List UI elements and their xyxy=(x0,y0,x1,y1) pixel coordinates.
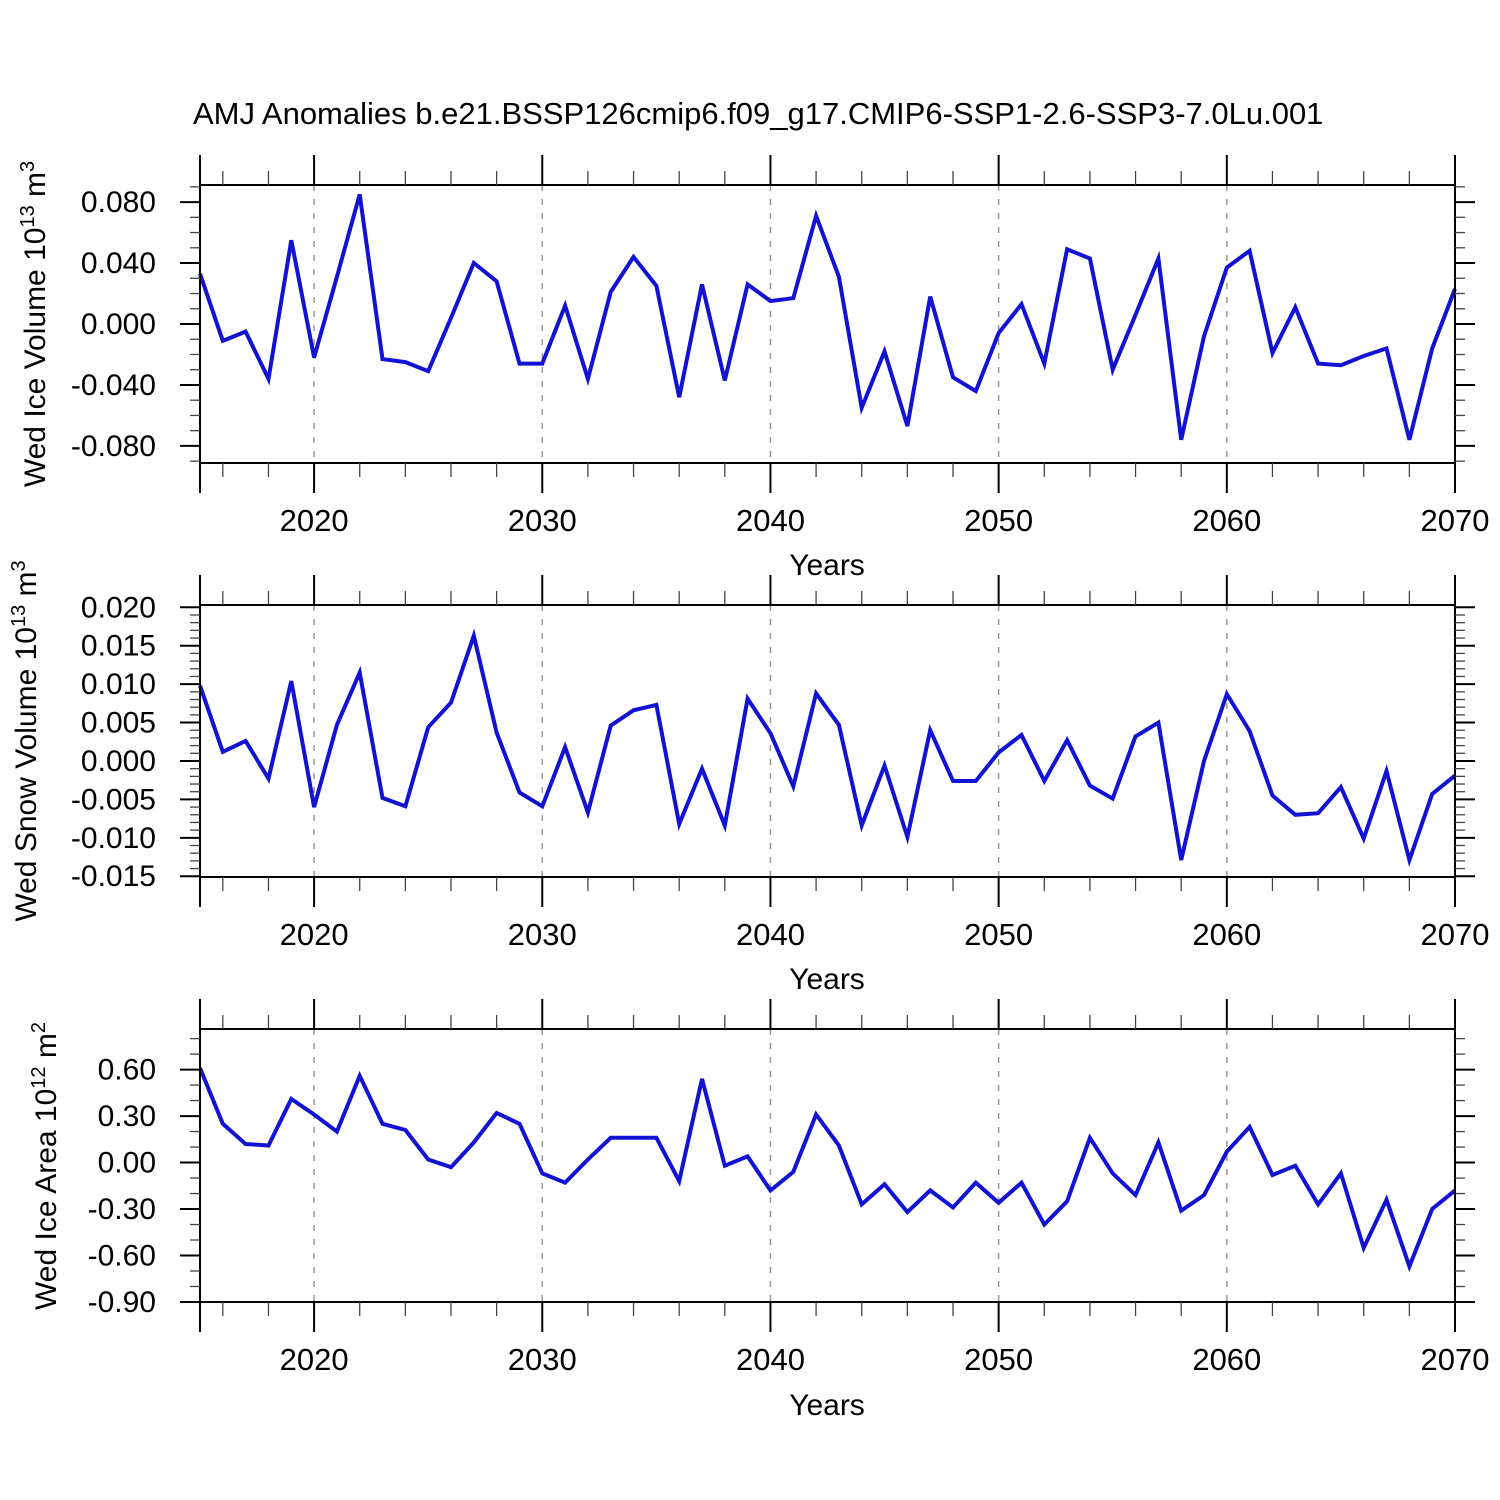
y-tick-label: 0.000 xyxy=(81,745,156,778)
y-tick-label: 0.60 xyxy=(98,1054,156,1087)
y-tick-label: -0.010 xyxy=(71,822,156,855)
y-tick-label: 0.020 xyxy=(81,591,156,624)
x-tick-label: 2020 xyxy=(280,917,349,952)
x-tick-label: 2040 xyxy=(736,503,805,538)
y-tick-label: 0.015 xyxy=(81,630,156,663)
x-tick-label: 2050 xyxy=(964,503,1033,538)
y-tick-label: -0.30 xyxy=(88,1193,156,1226)
y-tick-label: 0.00 xyxy=(98,1147,156,1180)
axis-box xyxy=(199,604,1456,878)
data-line xyxy=(198,628,1457,868)
x-tick-label: 2060 xyxy=(1192,503,1261,538)
x-tick-label: 2050 xyxy=(964,917,1033,952)
x-tick-label: 2050 xyxy=(964,1342,1033,1377)
x-tick-label: 2030 xyxy=(508,1342,577,1377)
x-tick-label: 2070 xyxy=(1421,503,1490,538)
x-tick-label: 2040 xyxy=(736,917,805,952)
chart-title: AMJ Anomalies b.e21.BSSP126cmip6.f09_g17… xyxy=(193,96,1324,131)
x-tick-label: 2070 xyxy=(1421,917,1490,952)
y-tick-label: -0.040 xyxy=(71,369,156,402)
data-line xyxy=(198,193,1457,441)
x-axis-title-years-panel1: Years xyxy=(789,549,865,582)
y-tick-label: 0.000 xyxy=(81,308,156,341)
y-tick-label: 0.30 xyxy=(98,1100,156,1133)
y-tick-label: -0.015 xyxy=(71,860,156,893)
y-tick-label: -0.005 xyxy=(71,783,156,816)
data-line xyxy=(198,1067,1457,1273)
y-tick-label: -0.080 xyxy=(71,430,156,463)
x-axis-title-years-panel3: Years xyxy=(789,1389,865,1422)
panel-1: 2020 2030 2040 2050 2060 2070 0.020 0.015 0.010 0… xyxy=(71,575,1490,952)
x-tick-label: 2040 xyxy=(736,1342,805,1377)
x-tick-label: 2070 xyxy=(1421,1342,1490,1377)
y-tick-label: -0.90 xyxy=(88,1286,156,1319)
x-tick-label: 2020 xyxy=(280,503,349,538)
y-tick-label: 0.010 xyxy=(81,668,156,701)
x-tick-label: 2060 xyxy=(1192,917,1261,952)
y-tick-label: 0.005 xyxy=(81,707,156,740)
y-tick-label: -0.60 xyxy=(88,1240,156,1273)
x-tick-label: 2030 xyxy=(508,917,577,952)
x-tick-label: 2030 xyxy=(508,503,577,538)
x-axis-title-years-panel2: Years xyxy=(789,963,865,996)
panel-2: 2020 2030 2040 2050 2060 2070 0.60 0.30 0.00 -0.3… xyxy=(88,999,1490,1377)
y-tick-label: 0.040 xyxy=(81,247,156,280)
panel-0: 2020 2030 2040 2050 2060 2070 0.080 0.040 0.000 -… xyxy=(71,155,1490,538)
x-tick-label: 2060 xyxy=(1192,1342,1261,1377)
y-tick-label: 0.080 xyxy=(81,186,156,219)
x-tick-label: 2020 xyxy=(280,1342,349,1377)
axis-box xyxy=(199,1028,1456,1303)
